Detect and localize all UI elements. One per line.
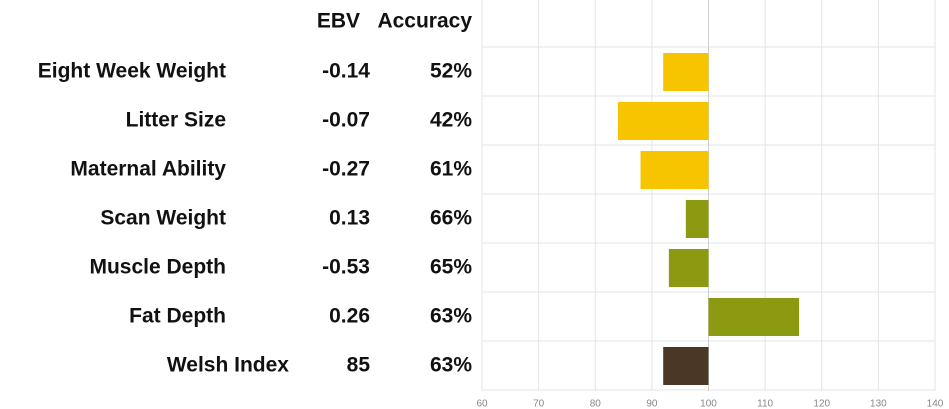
trait-label: Scan Weight xyxy=(100,207,226,230)
x-tick-label: 60 xyxy=(476,399,488,409)
trait-label: Litter Size xyxy=(126,109,226,132)
x-tick-label: 120 xyxy=(813,399,830,409)
accuracy-value: 61% xyxy=(430,158,472,181)
x-tick-label: 90 xyxy=(646,399,658,409)
ebv-value: 0.26 xyxy=(329,305,370,328)
ebv-value: 0.13 xyxy=(329,207,370,230)
accuracy-value: 66% xyxy=(430,207,472,230)
ebv-value: -0.53 xyxy=(322,256,370,279)
trait-label: Muscle Depth xyxy=(89,256,226,279)
trait-label: Maternal Ability xyxy=(70,158,226,181)
x-tick-label: 110 xyxy=(757,399,773,409)
accuracy-value: 63% xyxy=(430,354,472,377)
trait-label: Fat Depth xyxy=(129,305,226,328)
bar xyxy=(663,347,709,385)
ebv-value: 85 xyxy=(347,354,371,377)
accuracy-value: 63% xyxy=(430,305,472,328)
accuracy-value: 65% xyxy=(430,256,472,279)
x-tick-label: 70 xyxy=(533,399,545,409)
bar xyxy=(708,298,800,336)
x-tick-label: 140 xyxy=(927,399,944,409)
ebv-value: -0.27 xyxy=(322,158,370,181)
trait-label: Welsh Index xyxy=(167,354,289,377)
ebv-header: EBV xyxy=(317,10,360,33)
ebv-value: -0.14 xyxy=(322,60,370,83)
x-tick-label: 130 xyxy=(870,399,887,409)
accuracy-header: Accuracy xyxy=(377,10,472,33)
bar xyxy=(640,151,709,189)
ebv-value: -0.07 xyxy=(322,109,370,132)
x-tick-label: 80 xyxy=(590,399,602,409)
bar xyxy=(617,102,709,140)
bar xyxy=(685,200,709,238)
x-tick-label: 100 xyxy=(700,399,717,409)
trait-label: Eight Week Weight xyxy=(38,60,226,83)
accuracy-value: 52% xyxy=(430,60,472,83)
bar xyxy=(668,249,709,287)
accuracy-value: 42% xyxy=(430,109,472,132)
bar xyxy=(663,53,709,91)
